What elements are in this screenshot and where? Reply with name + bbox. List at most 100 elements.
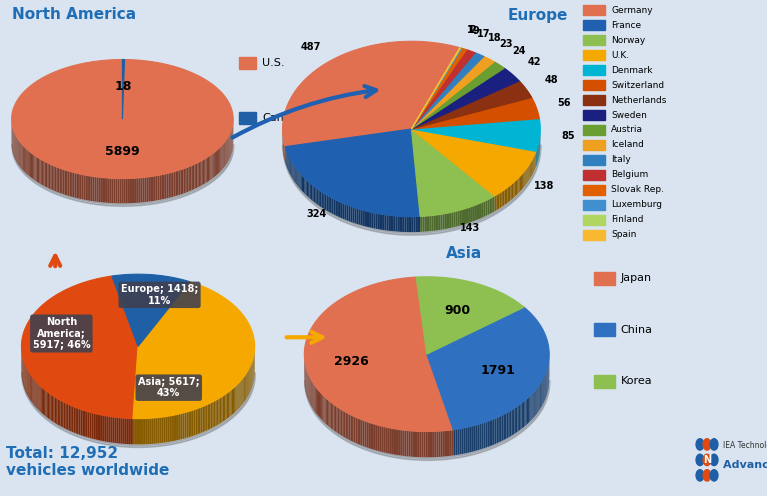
Polygon shape [224, 394, 225, 421]
Polygon shape [400, 430, 402, 456]
Polygon shape [443, 431, 445, 457]
Polygon shape [434, 432, 436, 457]
Polygon shape [80, 174, 81, 199]
Polygon shape [367, 211, 369, 227]
Polygon shape [523, 401, 525, 428]
Polygon shape [201, 407, 202, 433]
Text: 18: 18 [114, 80, 132, 93]
Polygon shape [522, 402, 523, 429]
Polygon shape [187, 167, 189, 192]
Polygon shape [167, 416, 170, 442]
Polygon shape [206, 404, 207, 431]
Polygon shape [89, 176, 91, 201]
Polygon shape [207, 157, 208, 183]
Text: 2: 2 [469, 25, 476, 35]
Polygon shape [95, 414, 97, 440]
Polygon shape [367, 422, 368, 448]
Polygon shape [77, 408, 79, 434]
Polygon shape [79, 409, 81, 435]
Polygon shape [472, 205, 474, 222]
Polygon shape [25, 147, 26, 173]
Polygon shape [487, 421, 489, 447]
Polygon shape [71, 172, 73, 197]
Polygon shape [351, 206, 353, 222]
Polygon shape [502, 191, 503, 207]
Polygon shape [211, 402, 212, 429]
Polygon shape [131, 419, 133, 444]
Polygon shape [347, 205, 348, 221]
Polygon shape [193, 164, 194, 190]
Polygon shape [484, 201, 486, 217]
Polygon shape [360, 419, 363, 446]
Polygon shape [376, 213, 377, 229]
Polygon shape [94, 177, 97, 202]
Polygon shape [43, 388, 44, 415]
Polygon shape [317, 188, 318, 205]
Polygon shape [27, 149, 28, 175]
Polygon shape [105, 416, 107, 442]
Polygon shape [38, 158, 39, 183]
Bar [594, 323, 615, 336]
Polygon shape [63, 169, 64, 194]
Polygon shape [148, 177, 150, 202]
Polygon shape [229, 390, 231, 417]
Polygon shape [133, 419, 135, 444]
Polygon shape [470, 206, 472, 223]
Polygon shape [149, 418, 151, 444]
Polygon shape [140, 178, 143, 202]
Polygon shape [456, 429, 457, 455]
Polygon shape [292, 163, 294, 180]
Circle shape [710, 439, 718, 450]
Polygon shape [449, 430, 451, 456]
Polygon shape [65, 403, 67, 430]
Polygon shape [312, 185, 314, 202]
Polygon shape [411, 119, 540, 151]
Polygon shape [82, 410, 84, 436]
Polygon shape [330, 197, 331, 213]
Polygon shape [495, 195, 496, 211]
Polygon shape [215, 151, 216, 177]
Circle shape [703, 470, 711, 481]
Polygon shape [59, 399, 61, 426]
Polygon shape [523, 171, 525, 188]
Polygon shape [37, 157, 38, 183]
Polygon shape [212, 401, 214, 428]
Polygon shape [436, 215, 438, 231]
Polygon shape [313, 382, 314, 409]
Polygon shape [382, 426, 384, 452]
Polygon shape [115, 417, 117, 443]
Polygon shape [456, 211, 458, 227]
Polygon shape [78, 174, 80, 199]
Text: 24: 24 [512, 46, 525, 56]
Polygon shape [453, 211, 456, 227]
Polygon shape [327, 195, 328, 211]
Polygon shape [67, 171, 69, 196]
Polygon shape [337, 407, 339, 434]
Polygon shape [432, 432, 434, 457]
Polygon shape [464, 428, 466, 454]
Polygon shape [30, 374, 31, 401]
Polygon shape [318, 189, 320, 206]
Polygon shape [60, 168, 61, 193]
Polygon shape [299, 173, 301, 189]
Polygon shape [190, 411, 192, 437]
Polygon shape [417, 432, 420, 457]
Polygon shape [328, 196, 330, 212]
Polygon shape [535, 388, 537, 415]
Bar [583, 155, 605, 165]
Polygon shape [322, 394, 324, 421]
Text: North America: North America [12, 7, 136, 22]
Polygon shape [451, 430, 453, 456]
Polygon shape [303, 177, 304, 193]
Polygon shape [51, 394, 52, 421]
Polygon shape [516, 406, 518, 433]
Polygon shape [21, 276, 138, 419]
Circle shape [696, 439, 704, 450]
Polygon shape [36, 382, 38, 409]
Polygon shape [525, 169, 526, 186]
Polygon shape [216, 150, 217, 176]
Polygon shape [377, 214, 380, 230]
Polygon shape [47, 391, 48, 418]
Polygon shape [337, 200, 339, 217]
Bar [583, 95, 605, 105]
